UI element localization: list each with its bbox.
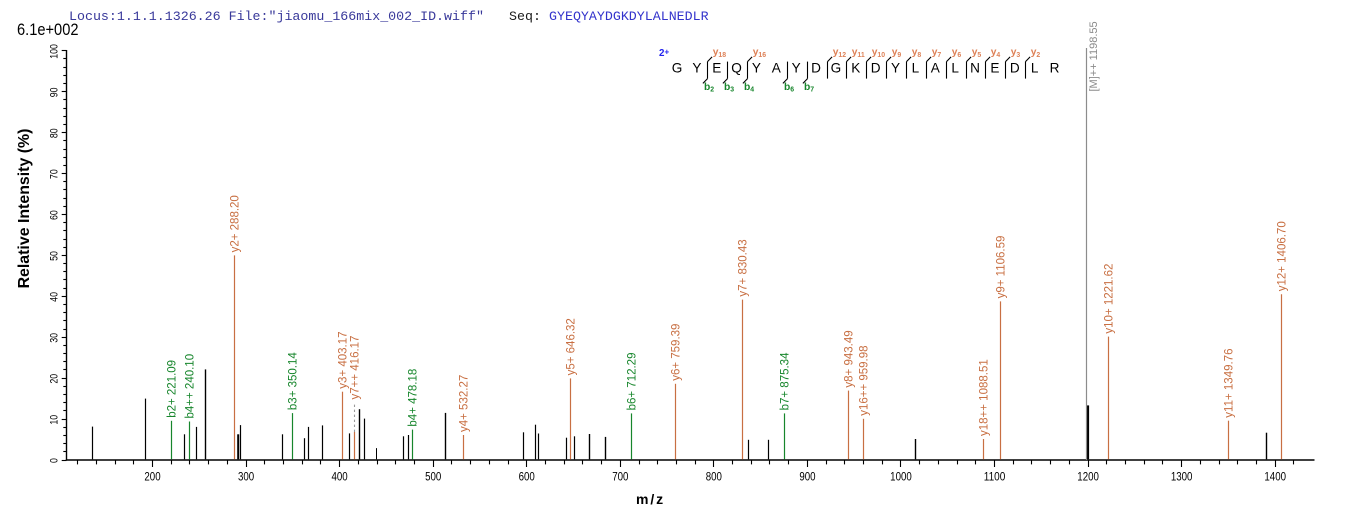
svg-text:90: 90 (49, 87, 61, 97)
svg-text:y7+ 830.43: y7+ 830.43 (738, 239, 750, 296)
svg-text:700: 700 (612, 470, 628, 484)
svg-text:y6: y6 (952, 47, 962, 59)
svg-text:y10: y10 (872, 47, 886, 59)
svg-text:y18++ 1088.51: y18++ 1088.51 (979, 359, 991, 436)
svg-text:y7: y7 (932, 47, 942, 59)
svg-text:60: 60 (49, 210, 61, 220)
svg-text:D: D (811, 61, 821, 76)
svg-text:b7: b7 (804, 82, 814, 94)
svg-text:A: A (931, 61, 941, 76)
svg-text:D: D (1010, 61, 1020, 76)
svg-text:L: L (951, 61, 959, 76)
svg-text:b4++ 240.10: b4++ 240.10 (185, 354, 197, 419)
svg-text:Locus:1.1.1.1326.26 File:"jiao: Locus:1.1.1.1326.26 File:"jiaomu_166mix_… (69, 9, 484, 24)
svg-text:[M]++ 1198.55: [M]++ 1198.55 (1088, 21, 1100, 91)
svg-text:D: D (871, 61, 881, 76)
svg-text:y11+ 1349.76: y11+ 1349.76 (1224, 349, 1236, 418)
svg-text:1200: 1200 (1077, 470, 1099, 484)
svg-text:y7++ 416.17: y7++ 416.17 (350, 336, 362, 400)
svg-text:800: 800 (706, 470, 722, 484)
svg-text:y2: y2 (1031, 47, 1041, 59)
svg-text:200: 200 (144, 470, 160, 484)
svg-text:b2: b2 (704, 82, 714, 94)
svg-text:E: E (990, 61, 999, 76)
svg-text:m/z: m/z (636, 491, 665, 507)
svg-text:10: 10 (49, 415, 61, 425)
svg-text:2+: 2+ (659, 48, 669, 59)
svg-text:b3+ 350.14: b3+ 350.14 (288, 352, 300, 410)
svg-text:Seq:: Seq: (509, 9, 541, 24)
svg-text:b4+ 478.18: b4+ 478.18 (408, 369, 420, 427)
svg-text:y3: y3 (1011, 47, 1021, 59)
svg-text:b6: b6 (784, 82, 794, 94)
svg-text:y9+ 1106.59: y9+ 1106.59 (996, 236, 1008, 299)
svg-text:y5: y5 (972, 47, 982, 59)
svg-text:Q: Q (731, 61, 742, 76)
svg-text:b7+ 875.34: b7+ 875.34 (780, 352, 792, 410)
svg-text:y8: y8 (912, 47, 922, 59)
svg-text:y12+ 1406.70: y12+ 1406.70 (1277, 221, 1289, 291)
svg-text:K: K (851, 61, 860, 76)
svg-text:N: N (970, 61, 980, 76)
svg-text:Y: Y (891, 61, 900, 76)
svg-text:y2+ 288.20: y2+ 288.20 (230, 195, 242, 252)
svg-text:Y: Y (752, 61, 761, 76)
svg-text:L: L (1031, 61, 1039, 76)
svg-text:b6+ 712.29: b6+ 712.29 (627, 353, 639, 411)
svg-text:b2+ 221.09: b2+ 221.09 (167, 360, 179, 418)
svg-text:400: 400 (332, 470, 348, 484)
svg-text:y11: y11 (852, 47, 865, 59)
svg-text:500: 500 (425, 470, 441, 484)
svg-text:y9: y9 (892, 47, 902, 59)
svg-text:y8+ 943.49: y8+ 943.49 (844, 330, 856, 387)
svg-text:6.1e+002: 6.1e+002 (17, 21, 79, 39)
svg-text:600: 600 (519, 470, 535, 484)
svg-text:y10+ 1221.62: y10+ 1221.62 (1104, 264, 1116, 334)
svg-text:900: 900 (799, 470, 815, 484)
svg-text:y18: y18 (713, 47, 727, 59)
svg-text:y6+ 759.39: y6+ 759.39 (671, 324, 683, 381)
svg-text:R: R (1050, 61, 1060, 76)
svg-text:30: 30 (49, 333, 61, 343)
svg-text:50: 50 (49, 251, 61, 261)
svg-text:1000: 1000 (890, 470, 912, 484)
svg-text:b4: b4 (744, 82, 754, 94)
svg-text:y3+ 403.17: y3+ 403.17 (338, 331, 350, 388)
svg-text:1100: 1100 (984, 470, 1006, 484)
svg-text:L: L (912, 61, 920, 76)
svg-text:b3: b3 (724, 82, 734, 94)
svg-text:1300: 1300 (1171, 470, 1193, 484)
svg-text:Y: Y (792, 61, 801, 76)
svg-text:300: 300 (238, 470, 254, 484)
svg-text:y5+ 646.32: y5+ 646.32 (566, 318, 578, 375)
svg-text:y4+ 532.27: y4+ 532.27 (459, 375, 471, 432)
svg-text:y4: y4 (991, 47, 1001, 59)
svg-text:80: 80 (49, 128, 61, 138)
svg-text:y16++ 959.98: y16++ 959.98 (859, 345, 871, 415)
svg-text:100: 100 (49, 44, 61, 59)
svg-text:20: 20 (49, 374, 61, 384)
svg-text:Y: Y (692, 61, 701, 76)
svg-text:GYEQYAYDGKDYLALNEDLR: GYEQYAYDGKDYLALNEDLR (549, 9, 709, 24)
svg-text:E: E (712, 61, 721, 76)
svg-text:y16: y16 (753, 47, 767, 59)
svg-text:A: A (772, 61, 782, 76)
svg-text:70: 70 (49, 169, 61, 179)
svg-text:y12: y12 (833, 47, 847, 59)
svg-text:G: G (672, 61, 683, 76)
svg-text:0: 0 (49, 458, 61, 463)
svg-text:40: 40 (49, 292, 61, 302)
svg-text:1400: 1400 (1264, 470, 1286, 484)
svg-text:Relative Intensity (%): Relative Intensity (%) (16, 129, 33, 289)
svg-text:G: G (831, 61, 842, 76)
